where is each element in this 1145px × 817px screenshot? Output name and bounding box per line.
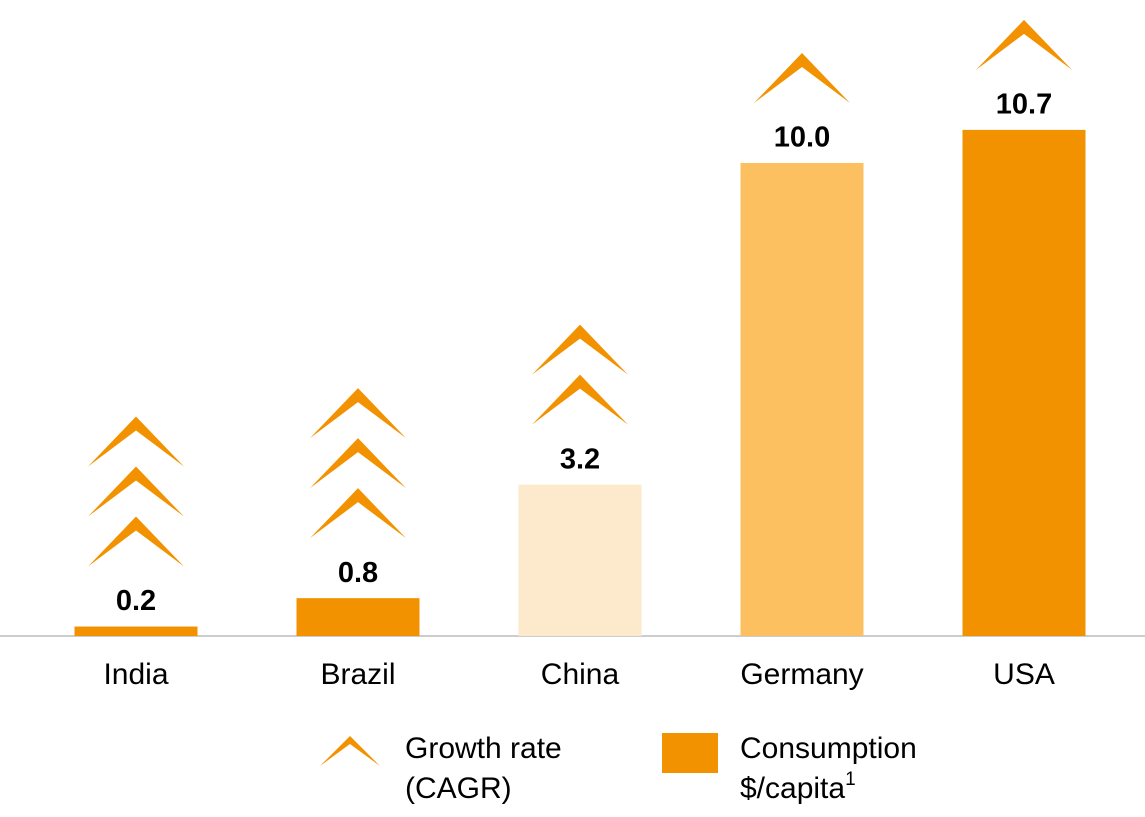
x-tick-label: India <box>103 658 168 691</box>
chevron <box>310 438 406 489</box>
chevron <box>88 516 184 567</box>
legend-label: Growth rate <box>405 732 562 765</box>
value-label: 10.7 <box>996 89 1052 121</box>
legend-label-part: $/capita <box>740 772 845 805</box>
legend-swatch <box>662 733 718 773</box>
x-tick-label: China <box>541 658 620 691</box>
chevron <box>88 416 184 467</box>
chevron <box>88 466 184 517</box>
legend-chevron <box>320 736 380 766</box>
footnote-marker: 1 <box>845 769 856 790</box>
bar <box>518 484 642 636</box>
x-tick-label: Brazil <box>320 658 395 691</box>
value-label: 0.2 <box>116 585 156 617</box>
chevron <box>754 53 850 103</box>
x-tick-label: USA <box>993 658 1055 691</box>
legend-label: Consumption <box>740 732 917 765</box>
chevron <box>310 388 406 439</box>
value-label: 3.2 <box>560 443 600 475</box>
chevron <box>532 374 628 425</box>
legend-label: (CAGR) <box>405 772 512 805</box>
legend-label: $/capita1 <box>740 769 856 805</box>
value-label: 10.0 <box>774 122 830 154</box>
chevron <box>976 19 1072 70</box>
x-tick-label: Germany <box>740 658 863 691</box>
bar <box>740 163 864 636</box>
chevron <box>310 488 406 539</box>
bar <box>296 598 420 636</box>
chevron <box>532 324 628 375</box>
value-label: 0.8 <box>338 557 378 589</box>
bar <box>74 626 198 636</box>
bar <box>962 129 1086 636</box>
